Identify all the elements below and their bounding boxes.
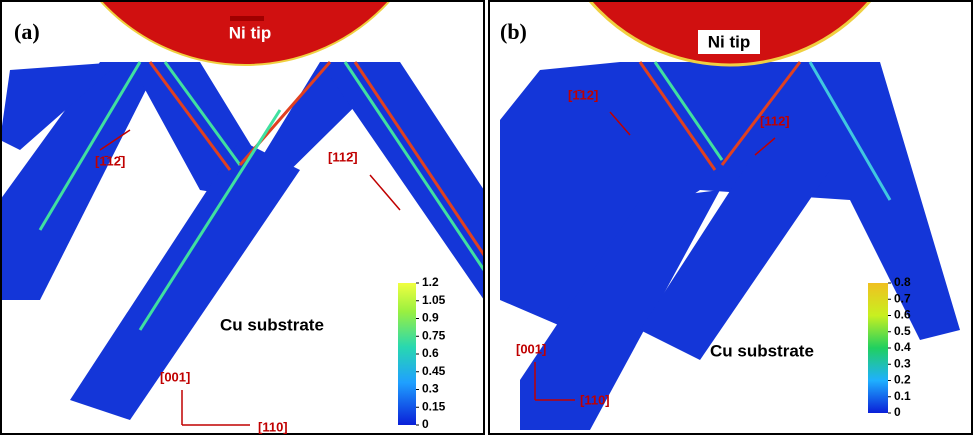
panel-a (2, 2, 483, 420)
panel-frame (488, 0, 973, 435)
arrow (369, 174, 401, 211)
direction-label: [1̄12] (568, 87, 598, 102)
arrow (99, 129, 131, 151)
axis-label: [110] (580, 392, 610, 407)
arrow (754, 137, 776, 156)
colorbar-label: 0.6 (422, 346, 439, 360)
colorbar-label: 0.6 (894, 308, 911, 322)
colorbar-label: 0 (422, 417, 429, 431)
colorbar-label: 1.05 (422, 293, 446, 307)
tip-label: Ni tip (229, 23, 272, 42)
dislocations (38, 61, 483, 331)
colorbar-label: 0.15 (422, 399, 446, 413)
direction-label: [112] (760, 113, 790, 128)
axis-label: [001] (516, 341, 546, 356)
panel-b (500, 2, 960, 430)
colorbar-label: 0.75 (422, 328, 446, 342)
colorbar-label: 0.7 (894, 291, 911, 305)
colorbar (398, 283, 416, 425)
colorbar-label: 0.9 (422, 311, 439, 325)
panel-label: (a) (14, 19, 40, 44)
dislocations (638, 61, 892, 201)
colorbar-label: 0.8 (894, 275, 911, 289)
cu-atoms (2, 62, 483, 420)
axis-label: [110] (258, 419, 288, 434)
tip-marker (230, 16, 264, 21)
cu-atoms (500, 62, 960, 430)
colorbar (868, 283, 888, 413)
substrate-label: Cu substrate (710, 341, 814, 360)
panel-frame (0, 0, 485, 435)
direction-label: [1̄12̄] (95, 153, 125, 168)
tip-label-box (698, 30, 760, 54)
colorbar-label: 0.45 (422, 364, 446, 378)
colorbar-label: 0.3 (894, 356, 911, 370)
ni-tip (100, 2, 390, 66)
colorbar-label: 0.1 (894, 389, 911, 403)
panel-label: (b) (500, 19, 527, 44)
colorbar-label: 0 (894, 405, 901, 419)
colorbar-label: 0.5 (894, 324, 911, 338)
substrate-label: Cu substrate (220, 315, 324, 334)
arrow (609, 111, 631, 136)
tip-label: Ni tip (708, 32, 751, 51)
colorbar-label: 0.2 (894, 373, 911, 387)
colorbar-label: 0.4 (894, 340, 911, 354)
colorbar-label: 1.2 (422, 275, 439, 289)
axis-label: [001] (160, 369, 190, 384)
direction-label: [112̄] (328, 149, 358, 164)
colorbar-label: 0.3 (422, 382, 439, 396)
